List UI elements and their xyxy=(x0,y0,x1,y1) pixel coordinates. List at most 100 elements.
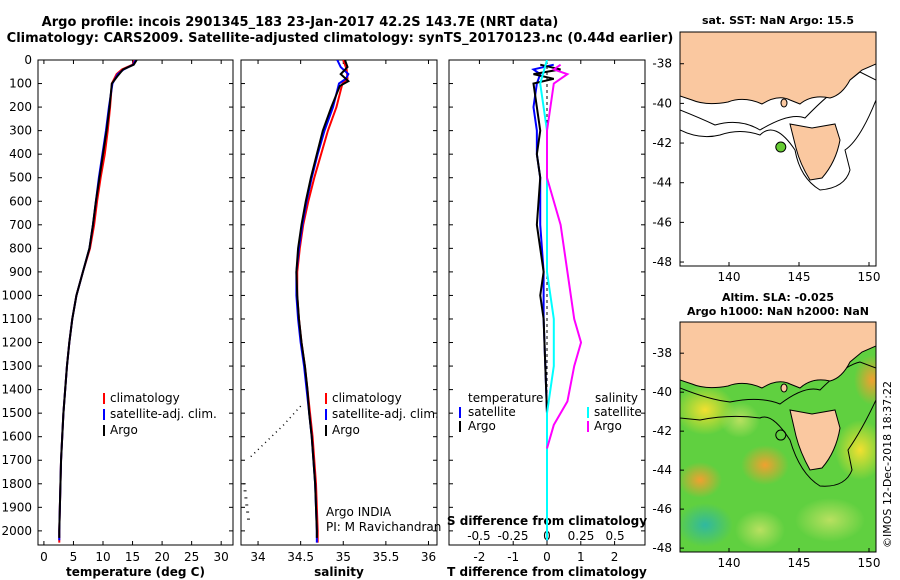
y-tick-label: 500 xyxy=(9,171,32,185)
legend-label: climatology xyxy=(332,391,402,405)
x-tick-label: 25 xyxy=(184,550,199,564)
legend-label: Argo xyxy=(594,419,622,433)
map-y-tick-label: -42 xyxy=(652,136,672,150)
sla-blob xyxy=(680,462,722,498)
map-x-tick-label: 150 xyxy=(858,270,881,284)
sst-map-title: sat. SST: NaN Argo: 15.5 xyxy=(702,14,854,27)
map-x-tick-label: 140 xyxy=(718,556,741,570)
sla-map-panel: Altim. SLA: -0.025 Argo h1000: NaN h2000… xyxy=(652,291,880,570)
x-tick-label: 0 xyxy=(40,550,48,564)
legend-label: satellite xyxy=(594,405,642,419)
sla-blob xyxy=(680,503,733,547)
temperature-panel: 0 5 10 15 20 25 30 temperature (deg C) 0 100 200 30… xyxy=(1,53,234,579)
sla-map-frame xyxy=(679,321,877,553)
legend-title-temperature: temperature xyxy=(468,391,543,405)
salinity-diff-tick-label: -0.5 xyxy=(467,529,490,543)
sla-blob xyxy=(795,498,865,542)
x-tick-label: 1 xyxy=(577,550,585,564)
salinity-diff-tick-label: 0.25 xyxy=(568,529,595,543)
mainland-australia xyxy=(680,32,876,105)
legend-label: climatology xyxy=(110,391,180,405)
map-y-tick-label: -46 xyxy=(652,215,672,229)
map-y-tick-label: -48 xyxy=(652,541,672,555)
credit-line-1: Argo INDIA xyxy=(326,505,392,519)
sla-blob xyxy=(741,445,789,485)
y-tick-label: 1300 xyxy=(1,359,32,373)
legend-label: satellite xyxy=(468,405,516,419)
y-tick-label: 300 xyxy=(9,124,32,138)
y-tick-label: 0 xyxy=(24,53,32,67)
sla-blob xyxy=(735,510,785,550)
legend-title-salinity: salinity xyxy=(595,391,638,405)
y-tick-label: 900 xyxy=(9,265,32,279)
x-tick-label: 34.5 xyxy=(287,550,314,564)
legend-label: Argo xyxy=(468,419,496,433)
copyright-watermark: ©IMOS 12-Dec-2018 18:37:22 xyxy=(881,381,894,548)
y-tick-label: 1000 xyxy=(1,288,32,302)
series-line-argo xyxy=(58,60,138,538)
tasmania xyxy=(789,123,841,181)
x-axis-label: temperature (deg C) xyxy=(66,565,205,579)
y-tick-label: 1700 xyxy=(1,453,32,467)
map-y-tick-label: -46 xyxy=(652,502,672,516)
y-tick-label: 600 xyxy=(9,194,32,208)
argo-location-marker xyxy=(775,429,787,441)
y-tick-label: 1500 xyxy=(1,406,32,420)
x-tick-label: 35 xyxy=(336,550,351,564)
dotted-series-line xyxy=(249,405,302,459)
y-tick-label: 1400 xyxy=(1,383,32,397)
title-line-1: Argo profile: incois 2901345_183 23-Jan-… xyxy=(42,15,559,30)
x-tick-label: 20 xyxy=(154,550,169,564)
y-tick-label: 2000 xyxy=(1,524,32,538)
map-y-tick-label: -44 xyxy=(652,176,672,190)
sla-blob xyxy=(835,420,876,480)
sla-blob xyxy=(720,402,760,438)
map-x-tick-label: 140 xyxy=(718,270,741,284)
x-tick-label: 35.5 xyxy=(373,550,400,564)
y-tick-label: 700 xyxy=(9,218,32,232)
map-y-tick-label: -40 xyxy=(652,385,672,399)
x-tick-label: 36 xyxy=(421,550,436,564)
plot-frame xyxy=(240,59,438,546)
mainland-australia xyxy=(680,322,876,389)
map-y-tick-label: -48 xyxy=(652,255,672,269)
salinity-diff-tick-label: -0.25 xyxy=(497,529,528,543)
sla-map-title-1: Altim. SLA: -0.025 xyxy=(722,291,834,304)
x-axis-label: T difference from climatology xyxy=(447,565,647,579)
series-line-salinity-argo xyxy=(546,63,583,449)
series-group xyxy=(58,60,138,543)
sla-map-title-2: Argo h1000: NaN h2000: NaN xyxy=(687,305,869,318)
map-x-tick-label: 145 xyxy=(788,270,811,284)
x-tick-label: 0 xyxy=(543,550,551,564)
king-island xyxy=(780,383,788,393)
x-tick-label: 34 xyxy=(250,550,265,564)
y-tick-label: 1100 xyxy=(1,312,32,326)
sla-blob xyxy=(854,355,876,405)
map-x-tick-label: 145 xyxy=(788,556,811,570)
map-y-tick-label: -42 xyxy=(652,424,672,438)
legend-label: satellite-adj. clim. xyxy=(110,407,217,421)
sst-map-panel: sat. SST: NaN Argo: 15.5 140 145 150 -38 -40… xyxy=(652,14,880,284)
salinity-diff-tick-label: 0.5 xyxy=(606,529,625,543)
legend-label: Argo xyxy=(332,423,360,437)
y-tick-label: 1900 xyxy=(1,500,32,514)
map-y-tick-label: -38 xyxy=(652,57,672,71)
tasmania xyxy=(789,409,841,471)
y-tick-label: 1800 xyxy=(1,477,32,491)
map-y-tick-label: -38 xyxy=(652,346,672,360)
y-tick-label: 1600 xyxy=(1,430,32,444)
x-axis-label: salinity xyxy=(314,565,364,579)
x-tick-label: -1 xyxy=(507,550,519,564)
x-tick-label: 30 xyxy=(214,550,229,564)
map-y-tick-label: -40 xyxy=(652,96,672,110)
x-tick-label: 15 xyxy=(125,550,140,564)
series-line-salinity-satellite xyxy=(539,60,555,541)
y-tick-label: 1200 xyxy=(1,336,32,350)
x-tick-label: -2 xyxy=(473,550,485,564)
shelf-contour xyxy=(680,71,876,191)
sst-map-frame xyxy=(679,31,877,267)
x-tick-label: 10 xyxy=(95,550,110,564)
shelf-contour xyxy=(680,361,876,487)
salinity-panel: 34 34.5 35 35.5 36 salinity climatology satelli… xyxy=(240,59,441,579)
